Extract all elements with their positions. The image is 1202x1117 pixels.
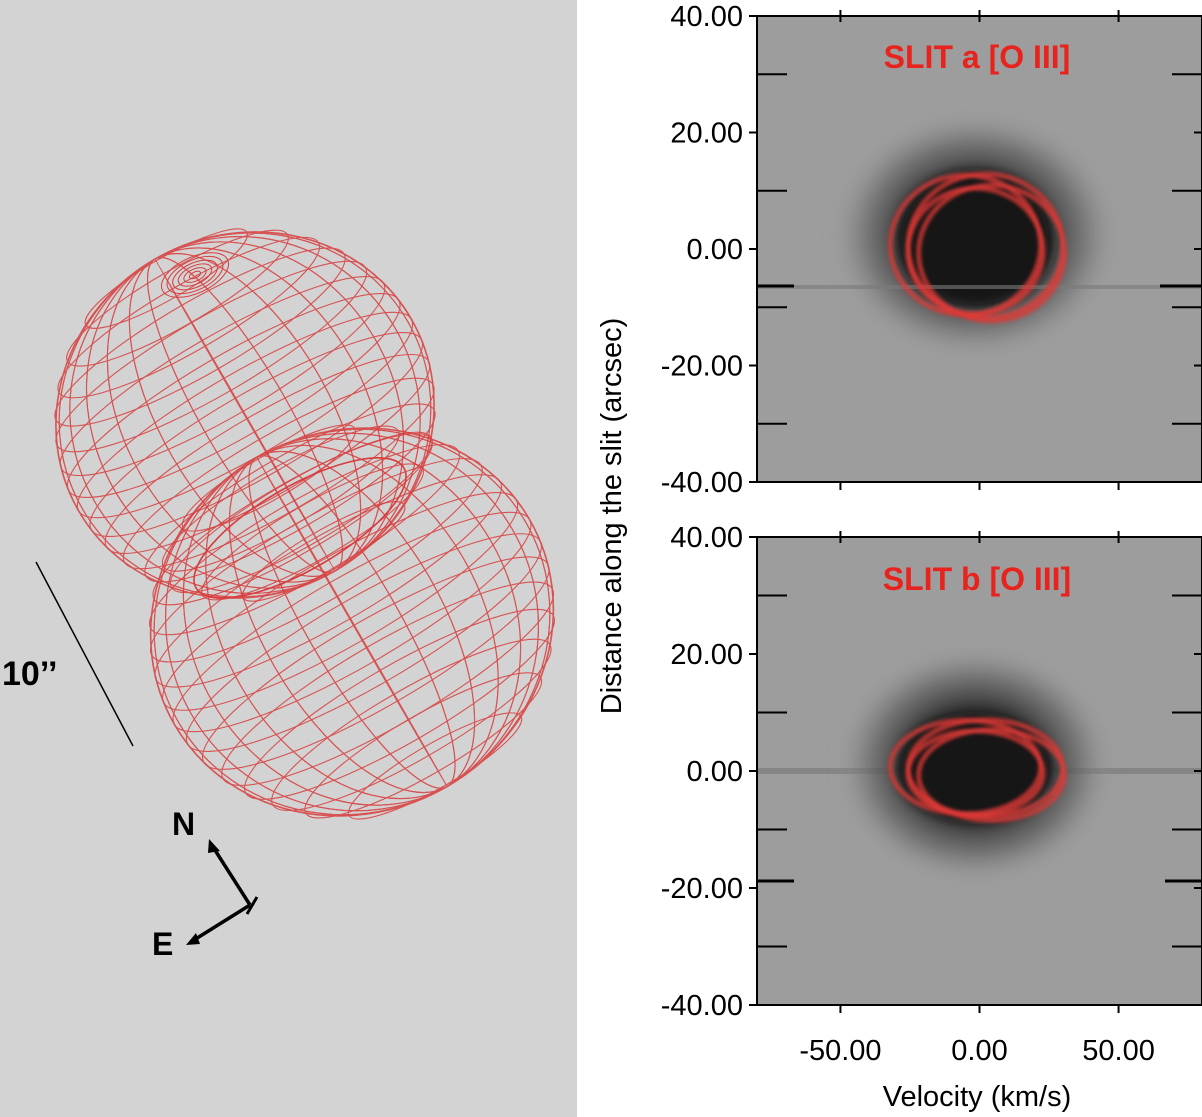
oiii-ring-b: [887, 717, 1067, 823]
lower-lobe-parallel: [149, 458, 483, 663]
lower-lobe-parallel: [304, 672, 543, 819]
bipolar-lobes: [54, 228, 556, 820]
x-ticks-a: [839, 10, 1120, 490]
upper-lobe-parallel: [169, 431, 433, 594]
lower-lobe-meridian: [153, 428, 551, 816]
panel-title-b: SLIT b [O III]: [883, 561, 1071, 597]
upper-lobe-parallel: [84, 228, 248, 329]
pv-panel-slit-b: SLIT b [O III] 40.00 20.00 0.00 -20.00 -40.0…: [661, 522, 1202, 1067]
y-tick-label: -20.00: [661, 873, 743, 905]
y-tick-label: 40.00: [670, 1, 743, 33]
polar-cap-ring: [177, 263, 213, 287]
y-tick-label: -20.00: [661, 351, 743, 383]
upper-lobe: [54, 228, 436, 602]
lower-lobe-parallel: [152, 432, 433, 606]
upper-lobe-parallel: [104, 353, 431, 554]
lower-lobe-meridian: [165, 432, 539, 812]
east-arrowhead: [186, 933, 200, 945]
polar-cap-ring: [172, 259, 218, 291]
x-tick-label: 0.00: [951, 1035, 1007, 1067]
y-tick-label: 40.00: [670, 522, 743, 554]
y-axis-title: Distance along the slit (arcsec): [596, 318, 628, 715]
x-tick-label: -50.00: [799, 1035, 881, 1067]
compass: [186, 839, 259, 945]
emission-core-b: [897, 716, 1053, 820]
upper-lobe-outline: [55, 231, 435, 599]
lower-lobe-parallel: [162, 492, 519, 711]
upper-lobe-parallel: [59, 276, 386, 477]
model-panel: 10’’ N E: [0, 0, 577, 1117]
polar-cap: [160, 252, 230, 298]
polar-cap-ring: [160, 252, 230, 298]
y-tick-label: 20.00: [670, 118, 743, 150]
lower-lobe-meridian: [182, 438, 522, 806]
y-ticks-b: 40.00 20.00 0.00 -20.00 -40.00: [661, 522, 1202, 1022]
ring-strand: [905, 717, 1066, 819]
lower-lobe-meridian: [256, 456, 448, 788]
wireframe-model: [35, 228, 556, 945]
oiii-ring-a: [887, 171, 1067, 324]
upper-lobe-parallel: [89, 332, 424, 537]
lower-lobe-meridian: [165, 432, 539, 812]
scale-label: 10’’: [2, 655, 58, 693]
x-tick-label: 50.00: [1082, 1035, 1155, 1067]
lower-lobe-parallel: [172, 511, 532, 733]
lower-lobe-parallel: [185, 533, 542, 752]
y-tick-label: -40.00: [661, 990, 743, 1022]
x-ticks-b: -50.00 0.00 50.00: [799, 531, 1155, 1067]
y-ticks-a: 40.00 20.00 0.00 -20.00 -40.00: [661, 1, 1202, 499]
lower-lobe-parallel: [181, 424, 357, 532]
upper-lobe-parallel: [66, 293, 401, 498]
lower-lobe-parallel: [347, 712, 523, 820]
lower-lobe-meridian: [153, 428, 551, 816]
east-arrow: [193, 903, 251, 942]
north-arrowhead: [208, 839, 220, 853]
pv-diagrams: SLIT a [O III] 40.00 20.00 0.00 -20.00 -40.0…: [596, 1, 1202, 1113]
lower-lobe-parallel: [148, 444, 461, 636]
north-label: N: [172, 806, 196, 842]
upper-lobe-parallel: [144, 403, 436, 583]
y-tick-label: 0.00: [687, 234, 743, 266]
waist-ring: [193, 457, 407, 599]
polar-cap-ring: [188, 270, 202, 280]
panel-title-a: SLIT a [O III]: [884, 39, 1071, 75]
x-axis-title: Velocity (km/s): [883, 1081, 1072, 1113]
y-tick-label: 20.00: [670, 639, 743, 671]
polar-cap-ring: [166, 255, 224, 295]
upper-lobe-parallel: [55, 260, 368, 453]
lower-lobe-parallel: [154, 474, 503, 688]
polar-cap-ring: [183, 267, 207, 283]
pv-panel-slit-a: SLIT a [O III] 40.00 20.00 0.00 -20.00 -40.0…: [661, 1, 1202, 499]
lower-lobe-parallel: [271, 638, 552, 812]
lower-lobe: [148, 424, 556, 820]
east-label: E: [152, 926, 174, 962]
compass-tick: [245, 896, 259, 915]
y-tick-label: 0.00: [687, 756, 743, 788]
ring-strand: [905, 171, 1066, 321]
lower-lobe-meridian: [182, 438, 522, 806]
scale-bar: [35, 561, 134, 747]
y-tick-label: -40.00: [661, 467, 743, 499]
lower-lobe-parallel: [201, 556, 550, 770]
upper-lobe-parallel: [57, 236, 321, 399]
lower-lobe-parallel: [243, 608, 556, 800]
upper-lobe-parallel: [54, 247, 346, 427]
upper-lobe-meridian: [58, 232, 432, 598]
north-arrow: [211, 846, 252, 906]
